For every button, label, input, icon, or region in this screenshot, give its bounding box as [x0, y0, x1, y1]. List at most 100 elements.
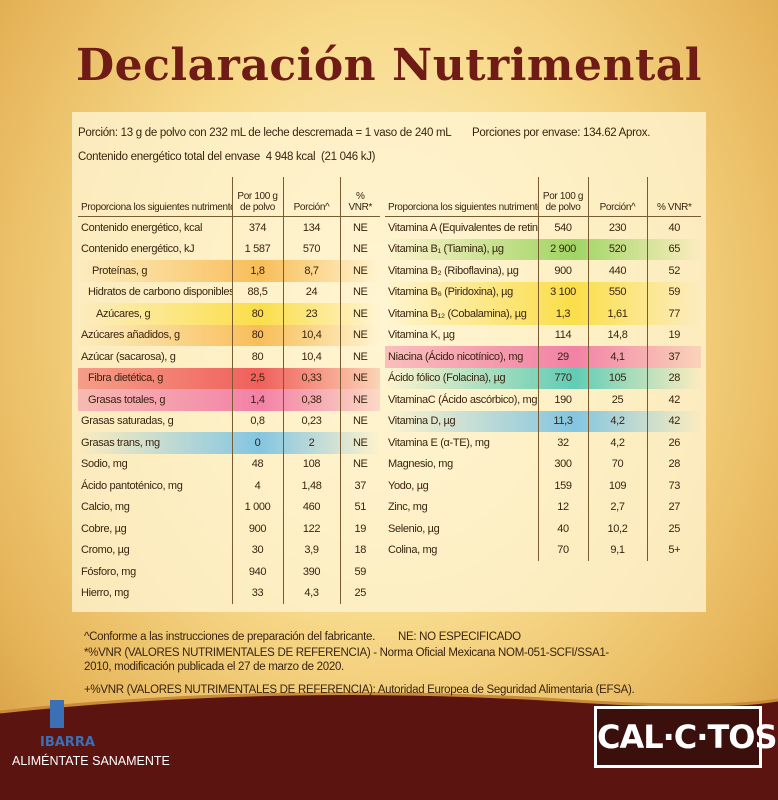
row: Vitamina B₂ (Riboflavina), µg 900 440 52: [385, 260, 701, 282]
cell: Vitamina B₁ (Tiamina), µg: [388, 243, 504, 256]
cell: 40: [646, 216, 701, 239]
cell: VitaminaC (Ácido ascórbico), mg: [388, 393, 538, 406]
cell: 80: [231, 303, 283, 325]
cell: Proteínas, g: [92, 264, 148, 277]
cell: Azúcares añadidos, g: [81, 329, 180, 342]
cell: 390: [282, 561, 340, 583]
cell: 3,9: [282, 539, 340, 561]
cell: 28: [646, 367, 701, 389]
row: Vitamina K, µg 114 14,8 19: [385, 324, 701, 346]
title: Declaración Nutrimental: [75, 40, 703, 91]
cell: 114: [537, 324, 588, 346]
cell: 29: [537, 346, 588, 368]
cell: Vitamina A (Equivalentes de retinol), µg: [388, 221, 538, 234]
cell: Vitamina B₁₂ (Cobalamina), µg: [388, 307, 527, 320]
row: Magnesio, mg 300 70 28: [385, 453, 701, 475]
cell: NE: [339, 324, 380, 346]
cell: Hidratos de carbono disponibles, g: [88, 286, 232, 299]
row: Contenido energético, kcal 374 134 NE: [78, 216, 380, 239]
cell: 2: [282, 432, 340, 454]
cell: 30: [231, 539, 283, 561]
row: Niacina (Ácido nicotínico), mg 29 4,1 37: [385, 346, 701, 368]
footnote: *%VNR (VALORES NUTRIMENTALES DE REFERENC…: [84, 647, 609, 673]
row: Yodo, µg 159 109 73: [385, 475, 701, 497]
row: Vitamina B₆ (Piridoxina), µg 3 100 550 59: [385, 281, 701, 303]
cell: 108: [282, 453, 340, 475]
cell: 1,4: [231, 389, 283, 411]
cell: 33: [231, 582, 283, 604]
cell: 59: [339, 561, 380, 583]
cell: 940: [231, 561, 283, 583]
cell: Vitamina D, µg: [388, 415, 456, 428]
cell: 0,33: [282, 367, 340, 389]
cell: 14,8: [587, 324, 647, 346]
cell: NE: [339, 453, 380, 475]
wave-edge: [0, 692, 778, 714]
cell: 374: [231, 216, 283, 239]
cell: 3 100: [537, 281, 588, 303]
row: Grasas totales, g 1,4 0,38 NE: [78, 389, 380, 411]
cell: Cromo, µg: [81, 544, 130, 557]
cell: 77: [646, 303, 701, 325]
row: Colina, mg 70 9,1 5+: [385, 539, 701, 561]
row: Vitamina A (Equivalentes de retinol), µg…: [385, 216, 701, 239]
row: Hidratos de carbono disponibles, g 88,5 24…: [78, 281, 380, 303]
cell: 1 000: [231, 496, 283, 518]
cell: Magnesio, mg: [388, 458, 453, 471]
column-header: Por 100 g de polvo: [537, 177, 588, 217]
cell: Fibra dietética, g: [88, 372, 164, 385]
cell: 0,23: [282, 410, 340, 432]
row: Contenido energético, kJ 1 587 570 NE: [78, 238, 380, 260]
row: Fósforo, mg 940 390 59: [78, 561, 380, 583]
column-header: % VNR*: [646, 177, 701, 217]
cell: Selenio, µg: [388, 522, 440, 535]
cell: NE: [339, 216, 380, 239]
cell: Niacina (Ácido nicotínico), mg: [388, 350, 524, 363]
cell: 159: [537, 475, 588, 497]
column-header: Porción^: [282, 177, 340, 217]
cell: 25: [646, 518, 701, 540]
cell: Contenido energético, kJ: [81, 243, 195, 256]
header-row: Proporciona los siguientes nutrimentos: P…: [78, 177, 380, 217]
product-logo: CAL·C·TOSE: [594, 706, 778, 768]
cell: NE: [339, 389, 380, 411]
row: Vitamina B₁ (Tiamina), µg 2 900 520 65: [385, 238, 701, 260]
cell: NE: [339, 432, 380, 454]
cell: 0: [231, 432, 283, 454]
logo-icon: [50, 700, 64, 728]
column-header: Por 100 g de polvo: [231, 177, 283, 217]
cell: 28: [646, 453, 701, 475]
cell: 80: [231, 324, 283, 346]
right-table: Proporciona los siguientes nutrimentos Po…: [385, 177, 701, 561]
portion: Porción: 13 g de polvo con 232 mL de lec…: [78, 127, 452, 139]
cell: 8,7: [282, 260, 340, 282]
row: Vitamina B₁₂ (Cobalamina), µg 1,3 1,61 77: [385, 303, 701, 325]
cell: 570: [282, 238, 340, 260]
row: Zinc, mg 12 2,7 27: [385, 496, 701, 518]
cell: 4,2: [587, 410, 647, 432]
cell: 65: [646, 238, 701, 260]
cell: Ácido fólico (Folacina), µg: [388, 372, 506, 385]
cell: 4: [231, 475, 283, 497]
row: Proteínas, g 1,8 8,7 NE: [78, 260, 380, 282]
cell: NE: [339, 303, 380, 325]
cell: NE: [339, 260, 380, 282]
cell: NE: [339, 238, 380, 260]
cell: Fósforo, mg: [81, 565, 136, 578]
cell: Azúcares, g: [96, 307, 151, 320]
cell: 1 587: [231, 238, 283, 260]
cell: Vitamina K, µg: [388, 329, 455, 342]
cell: Hierro, mg: [81, 587, 129, 600]
cell: 5+: [646, 539, 701, 561]
cell: Calcio, mg: [81, 501, 130, 514]
column-header: % VNR*: [339, 177, 380, 217]
cell: Azúcar (sacarosa), g: [81, 350, 176, 363]
row: Cobre, µg 900 122 19: [78, 518, 380, 540]
cell: 12: [537, 496, 588, 518]
cell: 2,7: [587, 496, 647, 518]
cell: 10,4: [282, 346, 340, 368]
energy: Contenido energético total del envase 4 …: [78, 151, 376, 163]
cell: 32: [537, 432, 588, 454]
cell: Yodo, µg: [388, 479, 429, 492]
